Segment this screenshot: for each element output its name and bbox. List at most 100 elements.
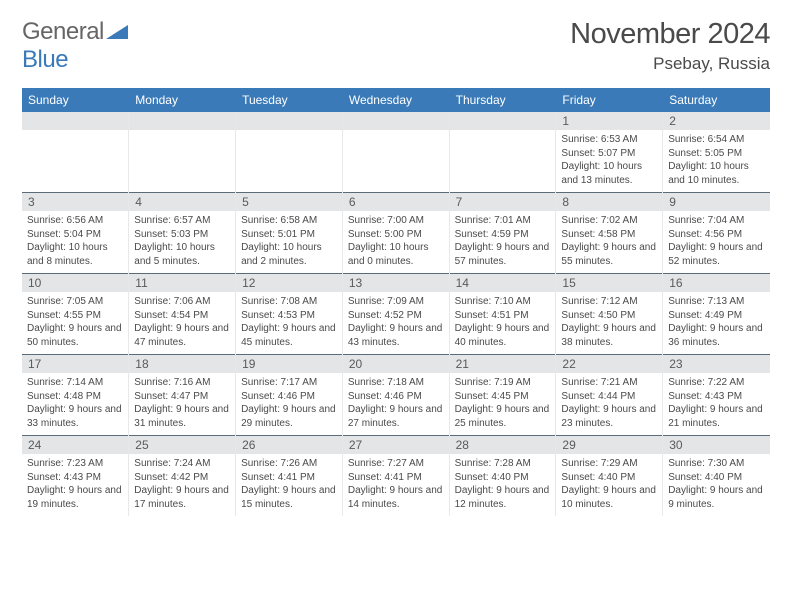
day-number: 24 [22,435,128,454]
day-cell: 19Sunrise: 7:17 AMSunset: 4:46 PMDayligh… [236,354,343,435]
sunrise-text: Sunrise: 6:56 AM [27,214,123,228]
logo-general: General [22,18,104,45]
day-body: Sunrise: 7:06 AMSunset: 4:54 PMDaylight:… [129,292,235,354]
sunset-text: Sunset: 4:45 PM [455,390,551,404]
day-number-row: 10 Sunrise: 7:05 AMSunset: 4:55 PM Dayligh… [22,273,770,354]
sunset-text: Sunset: 4:48 PM [27,390,123,404]
day-body: Sunrise: 7:02 AMSunset: 4:58 PMDaylight:… [556,211,662,273]
day-cell [449,112,556,192]
weekday-header: Wednesday [342,88,449,112]
day-cell: 4Sunrise: 6:57 AMSunset: 5:03 PMDaylight… [129,192,236,273]
day-body: Sunrise: 6:56 AMSunset: 5:04 PMDaylight:… [22,211,128,273]
sunrise-text: Sunrise: 7:26 AM [241,457,337,471]
day-number [129,112,235,130]
day-cell: 27Sunrise: 7:27 AMSunset: 4:41 PMDayligh… [342,435,449,516]
day-cell: 1Sunrise: 6:53 AMSunset: 5:07 PMDaylight… [556,112,663,192]
day-body: Sunrise: 7:27 AMSunset: 4:41 PMDaylight:… [343,454,449,516]
sunrise-text: Sunrise: 7:16 AM [134,376,230,390]
day-cell: 16Sunrise: 7:13 AMSunset: 4:49 PMDayligh… [663,273,770,354]
day-body: Sunrise: 7:08 AMSunset: 4:53 PMDaylight:… [236,292,342,354]
day-number: 15 [556,273,662,292]
daylight-text: Daylight: 9 hours and 57 minutes. [455,241,551,268]
day-body: Sunrise: 7:00 AMSunset: 5:00 PMDaylight:… [343,211,449,273]
sunset-text: Sunset: 5:05 PM [668,147,764,161]
day-cell: 29Sunrise: 7:29 AMSunset: 4:40 PMDayligh… [556,435,663,516]
day-cell: 30Sunrise: 7:30 AMSunset: 4:40 PMDayligh… [663,435,770,516]
day-cell: 26Sunrise: 7:26 AMSunset: 4:41 PMDayligh… [236,435,343,516]
sunrise-text: Sunrise: 6:58 AM [241,214,337,228]
daylight-text: Daylight: 9 hours and 31 minutes. [134,403,230,430]
daylight-text: Daylight: 10 hours and 5 minutes. [134,241,230,268]
day-number: 26 [236,435,342,454]
sunrise-text: Sunrise: 6:54 AM [668,133,764,147]
daylight-text: Daylight: 10 hours and 8 minutes. [27,241,123,268]
daylight-text: Daylight: 9 hours and 45 minutes. [241,322,337,349]
day-cell: 10Sunrise: 7:05 AMSunset: 4:55 PMDayligh… [22,273,129,354]
sunset-text: Sunset: 4:46 PM [348,390,444,404]
day-body [236,130,342,188]
daylight-text: Daylight: 9 hours and 25 minutes. [455,403,551,430]
day-number: 29 [556,435,662,454]
day-body [343,130,449,188]
daylight-text: Daylight: 9 hours and 19 minutes. [27,484,123,511]
daylight-text: Daylight: 9 hours and 21 minutes. [668,403,764,430]
day-number: 11 [129,273,235,292]
day-number: 3 [22,192,128,211]
sunrise-text: Sunrise: 7:01 AM [455,214,551,228]
sunset-text: Sunset: 4:43 PM [668,390,764,404]
day-number [450,112,556,130]
sunrise-text: Sunrise: 7:27 AM [348,457,444,471]
sunset-text: Sunset: 4:55 PM [27,309,123,323]
day-number: 28 [450,435,556,454]
sunset-text: Sunset: 4:52 PM [348,309,444,323]
day-body: Sunrise: 7:22 AMSunset: 4:43 PMDaylight:… [663,373,769,435]
day-cell: 18Sunrise: 7:16 AMSunset: 4:47 PMDayligh… [129,354,236,435]
day-number: 5 [236,192,342,211]
sunset-text: Sunset: 5:01 PM [241,228,337,242]
sunrise-text: Sunrise: 7:05 AM [27,295,123,309]
day-number: 1 [556,112,662,130]
day-number [236,112,342,130]
day-body: Sunrise: 7:18 AMSunset: 4:46 PMDaylight:… [343,373,449,435]
day-cell: 12Sunrise: 7:08 AMSunset: 4:53 PMDayligh… [236,273,343,354]
sunrise-text: Sunrise: 7:21 AM [561,376,657,390]
day-body: Sunrise: 7:01 AMSunset: 4:59 PMDaylight:… [450,211,556,273]
sunset-text: Sunset: 4:50 PM [561,309,657,323]
day-cell: 11Sunrise: 7:06 AMSunset: 4:54 PMDayligh… [129,273,236,354]
sunrise-text: Sunrise: 7:19 AM [455,376,551,390]
day-number: 20 [343,354,449,373]
day-cell: 7Sunrise: 7:01 AMSunset: 4:59 PMDaylight… [449,192,556,273]
day-body [22,130,128,188]
daylight-text: Daylight: 9 hours and 40 minutes. [455,322,551,349]
sunrise-text: Sunrise: 7:28 AM [455,457,551,471]
day-number: 17 [22,354,128,373]
daylight-text: Daylight: 9 hours and 15 minutes. [241,484,337,511]
day-body: Sunrise: 7:24 AMSunset: 4:42 PMDaylight:… [129,454,235,516]
sunrise-text: Sunrise: 7:10 AM [455,295,551,309]
sunset-text: Sunset: 4:51 PM [455,309,551,323]
day-number: 30 [663,435,769,454]
day-body: Sunrise: 7:19 AMSunset: 4:45 PMDaylight:… [450,373,556,435]
day-body: Sunrise: 7:16 AMSunset: 4:47 PMDaylight:… [129,373,235,435]
sunset-text: Sunset: 5:03 PM [134,228,230,242]
day-number: 10 [22,273,128,292]
day-cell [342,112,449,192]
day-body: Sunrise: 7:23 AMSunset: 4:43 PMDaylight:… [22,454,128,516]
day-body: Sunrise: 6:58 AMSunset: 5:01 PMDaylight:… [236,211,342,273]
day-cell: 28Sunrise: 7:28 AMSunset: 4:40 PMDayligh… [449,435,556,516]
day-number: 8 [556,192,662,211]
day-number: 9 [663,192,769,211]
sunrise-text: Sunrise: 7:17 AM [241,376,337,390]
day-cell: 24Sunrise: 7:23 AMSunset: 4:43 PMDayligh… [22,435,129,516]
sunrise-text: Sunrise: 7:04 AM [668,214,764,228]
sunset-text: Sunset: 4:58 PM [561,228,657,242]
day-number-row: 1Sunrise: 6:53 AMSunset: 5:07 PMDaylight… [22,112,770,192]
daylight-text: Daylight: 9 hours and 10 minutes. [561,484,657,511]
sunrise-text: Sunrise: 7:02 AM [561,214,657,228]
day-number: 19 [236,354,342,373]
day-body: Sunrise: 7:13 AMSunset: 4:49 PMDaylight:… [663,292,769,354]
month-title: November 2024 [570,18,770,51]
daylight-text: Daylight: 9 hours and 55 minutes. [561,241,657,268]
day-cell: 3Sunrise: 6:56 AMSunset: 5:04 PMDaylight… [22,192,129,273]
day-body: Sunrise: 6:57 AMSunset: 5:03 PMDaylight:… [129,211,235,273]
